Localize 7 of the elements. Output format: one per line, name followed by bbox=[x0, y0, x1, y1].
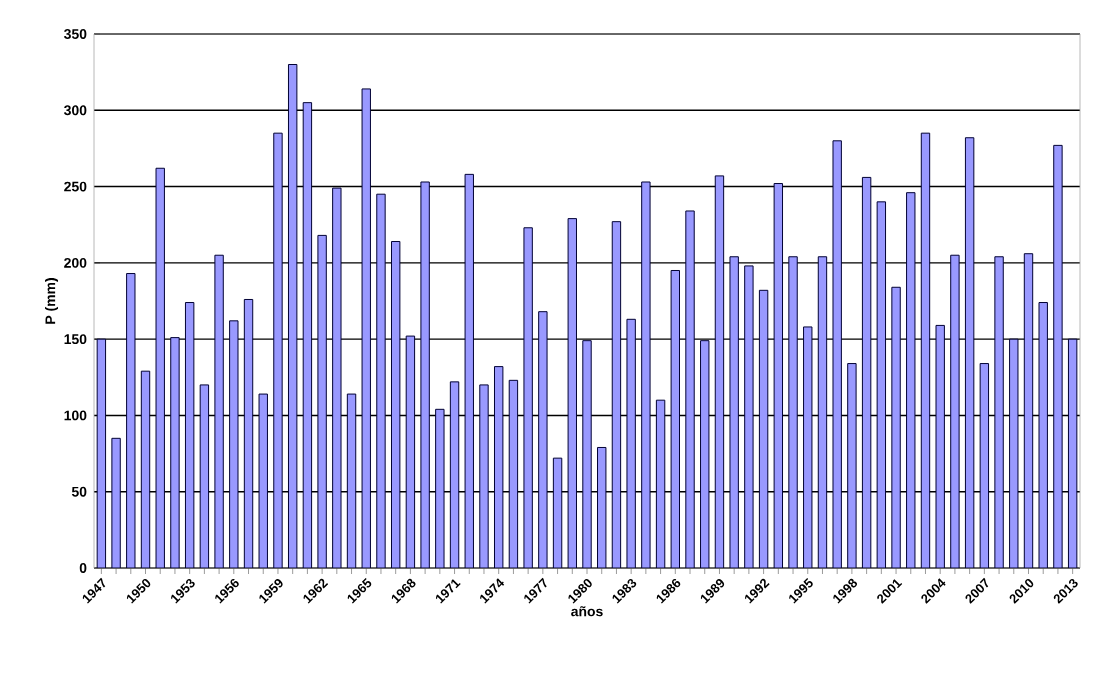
bar bbox=[685, 210, 695, 568]
bar bbox=[582, 340, 592, 568]
bar bbox=[891, 286, 901, 568]
bar bbox=[376, 193, 386, 568]
bar bbox=[788, 256, 798, 568]
bar bbox=[273, 132, 283, 568]
bar bbox=[479, 384, 489, 568]
